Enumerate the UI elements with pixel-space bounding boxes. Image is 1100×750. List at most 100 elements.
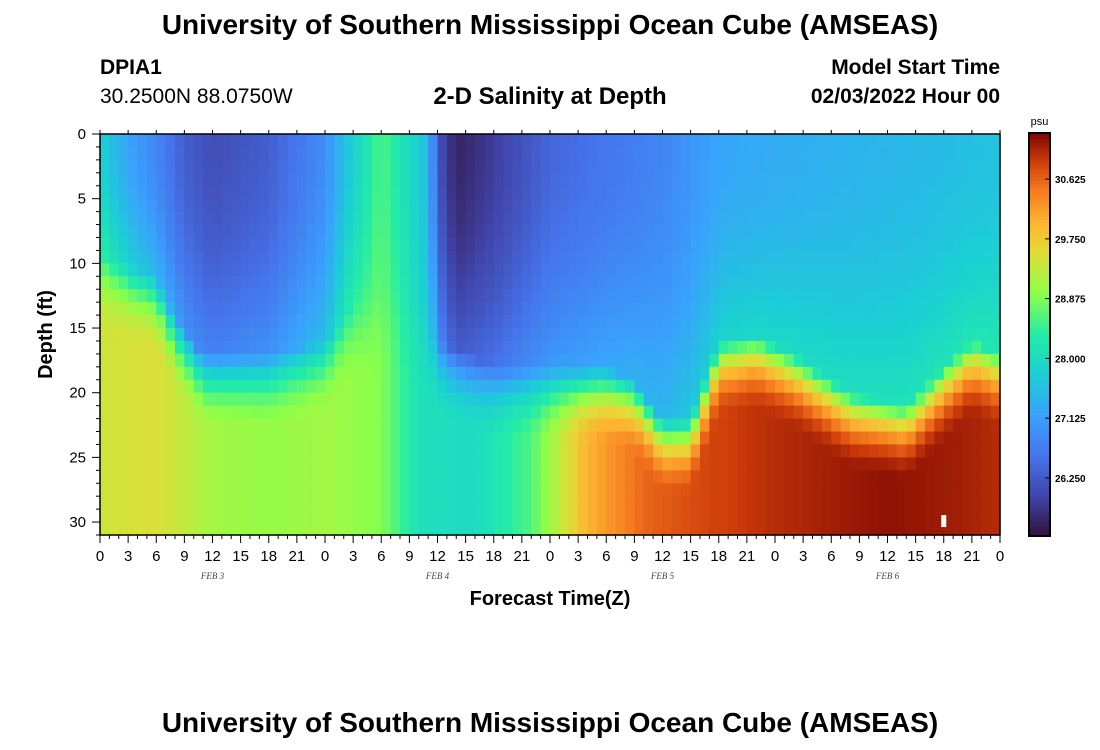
heatmap-cell	[634, 328, 645, 342]
heatmap-cell	[700, 224, 710, 239]
heatmap-cell	[250, 405, 260, 420]
heatmap-cell	[521, 263, 532, 277]
heatmap-cell	[531, 444, 542, 458]
heatmap-cell	[278, 289, 289, 303]
heatmap-cell	[231, 224, 242, 239]
heatmap-cell	[690, 470, 701, 484]
heatmap-cell	[109, 159, 120, 174]
heatmap-cell	[446, 522, 457, 536]
heatmap-cell	[146, 483, 157, 497]
heatmap-cell	[165, 457, 176, 471]
heatmap-cell	[409, 276, 420, 290]
heatmap-cell	[400, 431, 410, 446]
position-marker	[941, 515, 947, 528]
heatmap-cell	[643, 315, 654, 329]
heatmap-cell	[700, 392, 710, 407]
heatmap-cell	[137, 353, 148, 368]
heatmap-cell	[493, 211, 504, 226]
heatmap-cell	[634, 418, 645, 433]
colorbar-segment	[1029, 344, 1050, 349]
heatmap-cell	[100, 237, 110, 252]
heatmap-cell	[709, 392, 720, 407]
heatmap-cell	[390, 134, 401, 148]
heatmap-cell	[718, 185, 729, 200]
heatmap-cell	[428, 444, 439, 458]
heatmap-cell	[962, 146, 973, 161]
colorbar-segment	[1029, 354, 1050, 359]
heatmap-cell	[953, 224, 964, 239]
heatmap-cell	[287, 159, 298, 174]
heatmap-cell	[296, 496, 307, 510]
heatmap-cell	[456, 250, 467, 264]
colorbar-segment	[1029, 347, 1050, 352]
heatmap-cell	[343, 328, 354, 342]
heatmap-cell	[475, 418, 485, 433]
heatmap-cell	[709, 444, 720, 458]
heatmap-cell	[812, 392, 823, 407]
heatmap-cell	[868, 172, 879, 187]
heatmap-cell	[278, 263, 289, 277]
heatmap-cell	[943, 263, 954, 277]
heatmap-cell	[662, 302, 673, 316]
heatmap-cell	[868, 185, 879, 200]
heatmap-cell	[887, 444, 898, 458]
colorbar-segment	[1029, 425, 1050, 430]
heatmap-cell	[118, 509, 129, 523]
heatmap-cell	[128, 418, 139, 433]
heatmap-cell	[625, 431, 635, 446]
heatmap-cell	[596, 315, 607, 329]
heatmap-cell	[887, 431, 898, 446]
x-tick-label: 9	[855, 548, 863, 565]
heatmap-cell	[943, 328, 954, 342]
heatmap-cell	[203, 276, 214, 290]
heatmap-cell	[934, 353, 945, 368]
heatmap-cell	[437, 250, 448, 264]
heatmap-cell	[981, 134, 992, 148]
heatmap-cell	[240, 289, 251, 303]
heatmap-cell	[512, 134, 523, 148]
heatmap-cell	[353, 146, 364, 161]
heatmap-cell	[334, 366, 345, 381]
heatmap-cell	[831, 172, 842, 187]
heatmap-cell	[915, 392, 926, 407]
heatmap-cell	[690, 250, 701, 264]
heatmap-cell	[596, 250, 607, 264]
heatmap-cell	[156, 315, 167, 329]
heatmap-cell	[390, 302, 401, 316]
colorbar-segment	[1029, 190, 1050, 195]
heatmap-cell	[437, 302, 448, 316]
heatmap-cell	[371, 522, 382, 536]
heatmap-cell	[606, 509, 617, 523]
heatmap-cell	[278, 237, 289, 252]
heatmap-cell	[925, 340, 935, 355]
heatmap-cell	[578, 198, 589, 213]
heatmap-cell	[465, 185, 476, 200]
heatmap-cell	[943, 224, 954, 239]
heatmap-cell	[615, 211, 626, 226]
heatmap-cell	[700, 457, 710, 471]
heatmap-cell	[681, 340, 692, 355]
heatmap-cell	[718, 134, 729, 148]
heatmap-cell	[784, 237, 795, 252]
heatmap-cell	[578, 224, 589, 239]
heatmap-cell	[362, 185, 373, 200]
heatmap-cell	[128, 444, 139, 458]
heatmap-cell	[446, 483, 457, 497]
heatmap-cell	[784, 457, 795, 471]
heatmap-cell	[475, 263, 485, 277]
heatmap-cell	[728, 172, 739, 187]
heatmap-cell	[653, 496, 664, 510]
heatmap-cell	[868, 263, 879, 277]
heatmap-cell	[700, 509, 710, 523]
heatmap-cell	[568, 315, 579, 329]
heatmap-cell	[906, 483, 917, 497]
heatmap-cell	[859, 315, 870, 329]
heatmap-cell	[625, 302, 635, 316]
heatmap-cell	[465, 340, 476, 355]
heatmap-cell	[606, 315, 617, 329]
heatmap-cell	[915, 483, 926, 497]
heatmap-cell	[775, 522, 785, 536]
heatmap-cell	[756, 431, 767, 446]
heatmap-cell	[915, 444, 926, 458]
heatmap-cell	[934, 237, 945, 252]
